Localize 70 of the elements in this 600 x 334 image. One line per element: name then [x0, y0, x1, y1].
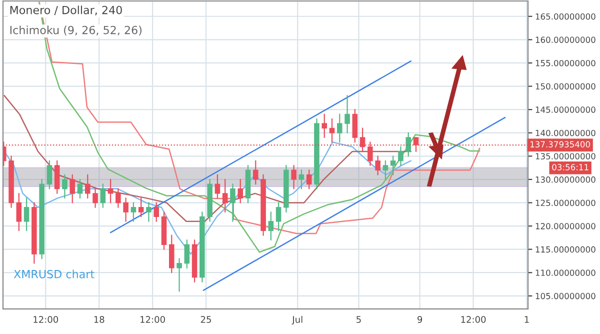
candlestick [77, 178, 83, 199]
candlestick [238, 178, 244, 204]
x-tick-label: 12:00 [34, 316, 58, 323]
candlestick [108, 178, 114, 204]
candlestick [306, 170, 312, 190]
candlestick [116, 188, 121, 208]
candlestick [268, 211, 274, 241]
candlestick [214, 174, 220, 199]
candlestick [222, 178, 228, 213]
x-tick-label: 25 [200, 316, 211, 323]
y-tick-label: 165.00000000 [536, 13, 596, 20]
candlestick [406, 132, 412, 157]
candlestick [54, 160, 60, 194]
candlestick [146, 202, 152, 222]
text: 03:56:11 [552, 164, 588, 170]
candlestick [291, 164, 296, 190]
candlestick [16, 192, 22, 232]
candlestick [398, 146, 404, 166]
candlestick [298, 170, 304, 190]
candlestick [184, 239, 190, 269]
y-tick-label: 160.00000000 [536, 36, 596, 43]
y-tick-label: 150.00000000 [536, 83, 596, 90]
candlestick [46, 160, 52, 190]
x-tick-label: 12:00 [140, 316, 165, 323]
chart-title: Monero / Dollar, 240 [10, 6, 122, 16]
y-tick-label: 135.00000000 [536, 153, 596, 160]
ref-line-label: 137.37935400 [530, 141, 590, 148]
candlestick [123, 198, 128, 222]
y-tick-label: 145.00000000 [536, 106, 596, 113]
candlestick [276, 202, 282, 232]
x-tick-label: Jul [292, 316, 302, 325]
candlestick [344, 95, 350, 134]
candlestick [130, 202, 136, 222]
x-tick-label: 18 [94, 316, 104, 323]
text: Ichimoku (9, 26, 52, 26) [10, 26, 142, 36]
candlestick [154, 202, 160, 222]
y-tick-label: 115.00000000 [536, 246, 596, 253]
x-tick-label: 9 [418, 316, 422, 323]
candlestick [100, 184, 106, 208]
candlestick [84, 174, 90, 199]
y-tick-label: 140.00000000 [536, 130, 596, 136]
candlestick [375, 156, 380, 176]
y-tick-label: 130.00000000 [536, 176, 596, 183]
candlestick [252, 160, 258, 185]
candlestick [24, 198, 30, 232]
x-tick-label: 1 [524, 316, 529, 323]
y-tick-label: 120.00000000 [536, 223, 596, 230]
candlestick [336, 114, 342, 143]
candlestick [390, 156, 396, 176]
candlestick [322, 114, 328, 138]
candlestick [168, 234, 174, 274]
y-tick-label: 110.00000000 [536, 270, 596, 276]
y-tick-label: 155.00000000 [536, 60, 596, 66]
x-tick-label: 5 [356, 316, 361, 323]
candlestick [230, 184, 236, 222]
candlestick [138, 198, 144, 218]
candlestick [92, 188, 98, 208]
annotation: XMRUSD chart [14, 270, 94, 278]
candlestick [368, 142, 373, 166]
candlestick [352, 109, 358, 143]
candlestick [70, 174, 76, 204]
candlestick [329, 118, 335, 143]
y-tick-label: 125.00000000 [536, 200, 596, 206]
candlestick [62, 174, 68, 199]
candlestick [382, 160, 388, 180]
y-tick-label: 105.00000000 [536, 292, 596, 300]
candlestick [413, 136, 419, 152]
candlestick [176, 258, 182, 292]
x-tick-label: 12:00 [461, 316, 486, 323]
candlestick [360, 128, 366, 152]
